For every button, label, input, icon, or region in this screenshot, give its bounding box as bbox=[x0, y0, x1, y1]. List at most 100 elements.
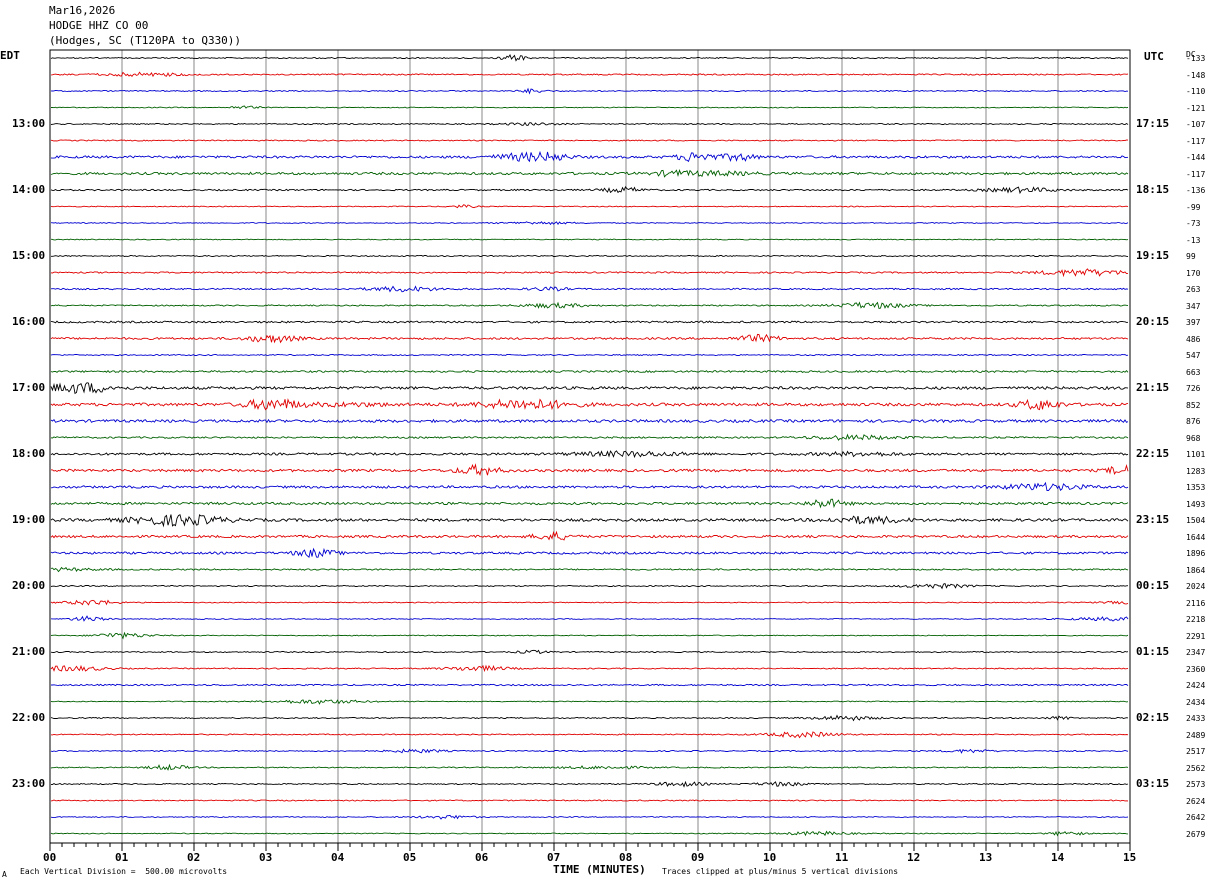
dc-offset-label: 726 bbox=[1186, 384, 1201, 393]
minute-grid-lines bbox=[121, 50, 1059, 843]
x-tick-label: 07 bbox=[547, 851, 561, 864]
dc-offset-label: 1644 bbox=[1186, 532, 1206, 542]
dc-offset-label: 2116 bbox=[1186, 598, 1206, 608]
seismic-trace bbox=[50, 530, 1129, 541]
dc-offset-label: -99 bbox=[1186, 202, 1201, 212]
dc-offset-label: -73 bbox=[1186, 219, 1201, 228]
dc-offset-label: 170 bbox=[1186, 268, 1201, 278]
seismic-trace bbox=[50, 763, 1129, 771]
header-date: Mar16,2026 bbox=[49, 4, 116, 17]
seismic-trace bbox=[50, 238, 1129, 241]
left-hour-label: 14:00 bbox=[12, 183, 46, 196]
seismic-trace bbox=[50, 268, 1128, 278]
x-tick-label: 01 bbox=[115, 851, 129, 864]
seismic-trace bbox=[50, 799, 1129, 802]
dc-offset-label: 486 bbox=[1186, 334, 1201, 344]
dc-offset-label: 1896 bbox=[1186, 549, 1206, 558]
corner-mark: A bbox=[2, 870, 7, 879]
left-hour-label: 23:00 bbox=[12, 777, 46, 790]
dc-offset-label: -107 bbox=[1186, 120, 1206, 129]
seismic-trace bbox=[50, 780, 1129, 788]
x-tick-label: 06 bbox=[475, 851, 489, 864]
dc-offset-label: 547 bbox=[1186, 351, 1201, 360]
x-axis-ticks bbox=[49, 843, 1131, 851]
seismic-trace bbox=[50, 353, 1129, 357]
dc-offset-label: 1504 bbox=[1186, 516, 1206, 525]
seismic-trace bbox=[50, 583, 1129, 590]
header-location: (Hodges, SC (T120PA to Q330)) bbox=[49, 34, 242, 47]
dc-offset-label: 1283 bbox=[1186, 466, 1206, 476]
dc-offset-label: 2642 bbox=[1186, 813, 1206, 822]
seismic-trace bbox=[50, 649, 1129, 655]
dc-offset-label: 99 bbox=[1186, 252, 1196, 261]
dc-offset-label: 397 bbox=[1186, 318, 1201, 327]
dc-offset-label: -144 bbox=[1186, 153, 1206, 162]
seismic-trace bbox=[50, 150, 1129, 163]
x-tick-label: 13 bbox=[979, 851, 993, 864]
x-axis-title: TIME (MINUTES) bbox=[553, 863, 646, 876]
left-hour-label: 21:00 bbox=[12, 645, 46, 658]
right-hour-label: 20:15 bbox=[1136, 315, 1170, 328]
dc-offset-label: 852 bbox=[1186, 400, 1201, 410]
x-tick-label: 14 bbox=[1051, 851, 1065, 864]
seismic-trace bbox=[50, 830, 1129, 837]
dc-offset-label: -13 bbox=[1186, 235, 1201, 245]
seismic-trace bbox=[50, 714, 1129, 722]
dc-offset-label: -136 bbox=[1186, 186, 1206, 195]
seismic-trace bbox=[50, 699, 1129, 705]
dc-offset-label: 2562 bbox=[1186, 763, 1206, 773]
dc-offset-label: 2424 bbox=[1186, 681, 1206, 690]
seismic-trace bbox=[50, 514, 1129, 528]
dc-offset-label: 2218 bbox=[1186, 615, 1206, 624]
seismic-trace bbox=[50, 814, 1129, 820]
dc-offset-label: 663 bbox=[1186, 367, 1201, 377]
x-tick-label: 00 bbox=[43, 851, 57, 864]
seismic-trace bbox=[50, 87, 1129, 95]
plot-frame bbox=[49, 49, 1131, 844]
right-hour-label: 00:15 bbox=[1136, 579, 1170, 592]
right-hour-label: 23:15 bbox=[1136, 513, 1170, 526]
dc-offset-label: 347 bbox=[1186, 301, 1201, 311]
seismic-trace bbox=[50, 369, 1129, 374]
dc-offset-label: 2517 bbox=[1186, 747, 1206, 756]
left-hour-label: 20:00 bbox=[12, 579, 46, 592]
seismic-trace bbox=[50, 664, 1129, 673]
right-hour-label: 02:15 bbox=[1136, 711, 1170, 724]
dc-offset-label: -148 bbox=[1186, 70, 1206, 80]
seismic-trace bbox=[50, 463, 1129, 477]
seismic-trace bbox=[50, 547, 1129, 559]
seismic-trace bbox=[50, 398, 1129, 411]
seismic-trace bbox=[50, 631, 1129, 640]
seismic-trace bbox=[50, 599, 1129, 606]
seismic-trace bbox=[50, 285, 1129, 293]
seismic-trace bbox=[50, 121, 1129, 126]
seismic-trace bbox=[50, 186, 1129, 195]
dc-offset-label: 1353 bbox=[1186, 483, 1206, 492]
seismic-trace bbox=[50, 54, 1129, 62]
seismic-trace bbox=[50, 433, 1129, 441]
x-tick-label: 02 bbox=[187, 851, 201, 864]
right-hour-label: 01:15 bbox=[1136, 645, 1170, 658]
dc-offset-label: 2291 bbox=[1186, 631, 1206, 641]
seismic-trace bbox=[50, 748, 1129, 754]
dc-offset-label: 2434 bbox=[1186, 697, 1206, 707]
seismic-trace bbox=[50, 731, 1129, 739]
dc-offset-label: 2489 bbox=[1186, 730, 1206, 740]
clip-note: Traces clipped at plus/minus 5 vertical … bbox=[662, 867, 899, 876]
right-timezone: UTC bbox=[1144, 50, 1164, 63]
seismic-trace bbox=[50, 418, 1129, 424]
seismic-trace bbox=[50, 382, 1129, 395]
x-tick-label: 09 bbox=[691, 851, 705, 864]
dc-offset-label: 1864 bbox=[1186, 565, 1206, 575]
right-hour-label: 18:15 bbox=[1136, 183, 1170, 196]
x-tick-label: 15 bbox=[1123, 851, 1137, 864]
dc-offset-label: -121 bbox=[1186, 103, 1206, 113]
left-timezone: EDT bbox=[0, 49, 20, 62]
left-hour-label: 22:00 bbox=[12, 711, 46, 724]
dc-header: DC bbox=[1186, 50, 1196, 59]
seismic-traces bbox=[50, 54, 1129, 837]
x-tick-label: 04 bbox=[331, 851, 345, 864]
left-hour-label: 16:00 bbox=[12, 315, 46, 328]
seismic-trace bbox=[50, 221, 1129, 226]
x-tick-label: 10 bbox=[763, 851, 777, 864]
